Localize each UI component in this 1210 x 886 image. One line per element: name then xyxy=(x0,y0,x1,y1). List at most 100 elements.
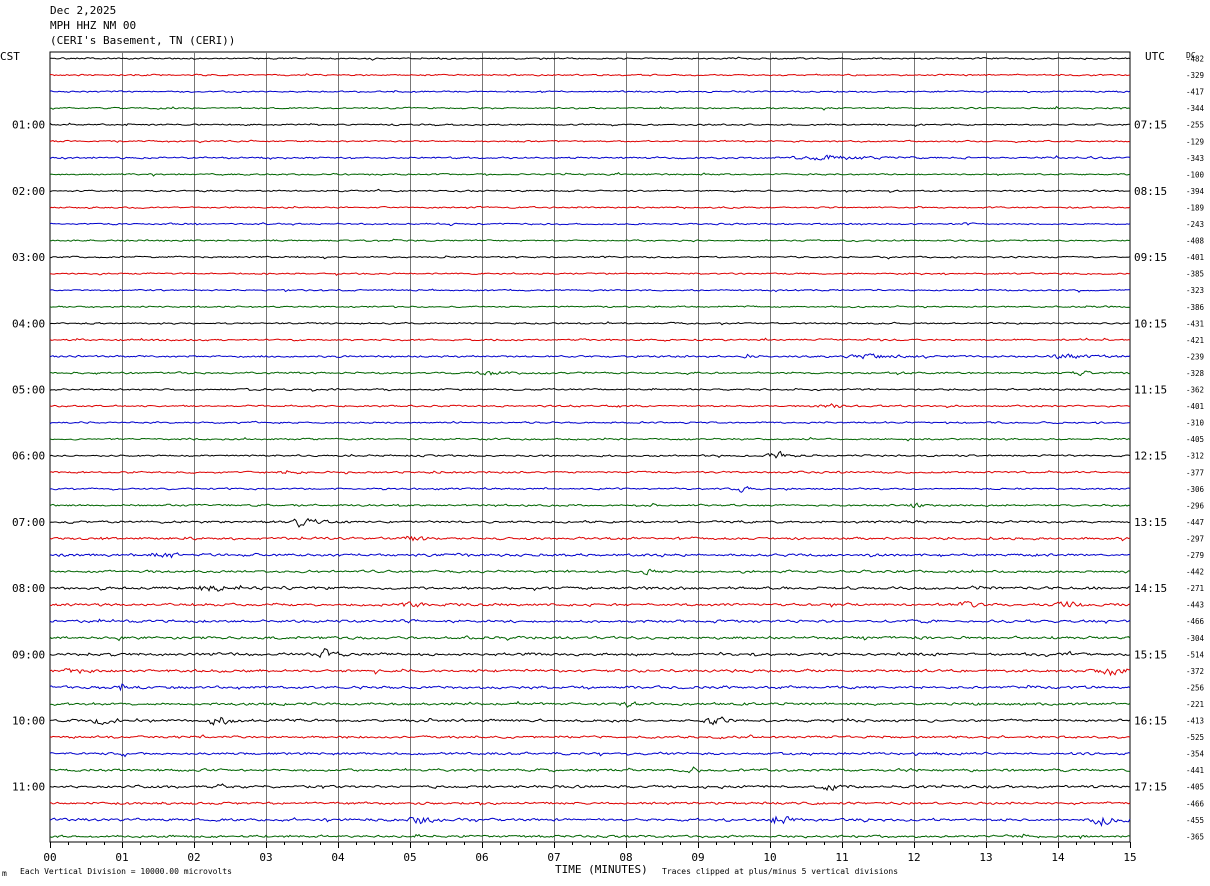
seismic-trace xyxy=(49,535,1131,542)
seismic-trace xyxy=(49,436,1131,442)
dc-offset-label: -401 xyxy=(1186,402,1204,411)
dc-offset-label: -239 xyxy=(1186,352,1204,361)
seismic-trace xyxy=(49,766,1131,774)
dc-offset-label: -271 xyxy=(1186,584,1204,593)
seismic-trace xyxy=(49,716,1131,726)
dc-offset-label: -466 xyxy=(1186,799,1205,808)
seismic-trace xyxy=(49,502,1131,509)
dc-offset-label: -466 xyxy=(1186,617,1205,626)
date-label: Dec 2,2025 xyxy=(50,4,117,17)
seismic-trace xyxy=(49,122,1131,127)
x-tick-label: 04 xyxy=(331,851,345,864)
right-timezone-label: UTC xyxy=(1145,50,1165,63)
dc-offset-label: -514 xyxy=(1186,650,1205,659)
dc-offset-label: -306 xyxy=(1186,485,1205,494)
scale-note: Each Vertical Division = 10000.00 microv… xyxy=(20,867,232,876)
seismic-trace xyxy=(50,238,1131,243)
clip-note: Traces clipped at plus/minus 5 vertical … xyxy=(662,867,899,876)
seismic-trace xyxy=(49,90,1131,94)
dc-offset-label: -442 xyxy=(1186,568,1204,577)
x-tick-label: 09 xyxy=(691,851,704,864)
dc-offset-label: -443 xyxy=(1186,601,1204,610)
x-tick-label: 00 xyxy=(43,851,56,864)
station-label: MPH HHZ NM 00 xyxy=(50,19,137,32)
x-tick-label: 10 xyxy=(763,851,776,864)
dc-offset-label: -255 xyxy=(1186,121,1204,130)
dc-offset-label: -394 xyxy=(1186,187,1205,196)
dc-offset-label: -297 xyxy=(1186,534,1204,543)
x-tick-label: 11 xyxy=(835,851,848,864)
seismic-trace xyxy=(49,205,1131,210)
seismic-trace xyxy=(49,801,1131,806)
seismic-trace xyxy=(49,486,1131,493)
utc-time-label: 11:15 xyxy=(1134,384,1167,397)
dc-offset-label: -405 xyxy=(1186,435,1204,444)
dc-offset-label: -256 xyxy=(1186,683,1205,692)
x-tick-label: 06 xyxy=(475,851,488,864)
utc-time-label: 15:15 xyxy=(1134,648,1167,661)
cst-time-label: 11:00 xyxy=(12,781,45,794)
seismic-trace xyxy=(49,172,1131,177)
utc-time-label: 14:15 xyxy=(1134,582,1167,595)
dc-offset-label: -413 xyxy=(1186,717,1204,726)
x-tick-label: 12 xyxy=(907,851,920,864)
seismic-trace xyxy=(49,668,1131,677)
seismic-trace xyxy=(49,469,1131,475)
cst-time-label: 01:00 xyxy=(12,119,45,132)
x-tick-label: 13 xyxy=(979,851,992,864)
cst-time-label: 03:00 xyxy=(12,251,45,264)
cst-time-label: 10:00 xyxy=(12,715,45,728)
dc-offset-label: -385 xyxy=(1186,270,1204,279)
seismic-trace xyxy=(50,370,1131,377)
utc-time-label: 09:15 xyxy=(1134,251,1167,264)
corner-mark: m xyxy=(2,869,7,878)
seismic-trace xyxy=(49,517,1131,528)
dc-offset-label: -243 xyxy=(1186,220,1204,229)
seismic-trace xyxy=(49,222,1131,227)
dc-offset-label: -296 xyxy=(1186,501,1205,510)
dc-offset-label: -386 xyxy=(1186,303,1205,312)
seismic-trace xyxy=(49,255,1131,260)
seismic-trace xyxy=(49,73,1131,77)
x-tick-label: 14 xyxy=(1051,851,1065,864)
dc-offset-label: -372 xyxy=(1186,667,1204,676)
x-tick-label: 15 xyxy=(1123,851,1136,864)
seismic-trace xyxy=(49,734,1131,740)
seismic-trace xyxy=(49,584,1131,592)
dc-offset-label: -328 xyxy=(1186,369,1205,378)
dc-offset-label: -354 xyxy=(1186,750,1205,759)
seismic-trace xyxy=(49,353,1131,360)
dc-offset-label: -312 xyxy=(1186,452,1204,461)
cst-time-label: 09:00 xyxy=(12,648,45,661)
seismic-trace xyxy=(49,337,1131,342)
dc-offset-label: -189 xyxy=(1186,203,1204,212)
seismic-trace xyxy=(49,648,1131,659)
seismic-trace xyxy=(49,288,1131,293)
left-timezone-label: CST xyxy=(0,50,20,63)
seismic-trace xyxy=(49,403,1131,409)
dc-offset-label: -421 xyxy=(1186,336,1204,345)
dc-offset-label: -329 xyxy=(1186,71,1204,80)
dc-offset-label: -447 xyxy=(1186,518,1204,527)
dc-offset-label: -310 xyxy=(1186,419,1205,428)
seismic-trace xyxy=(49,683,1131,692)
cst-time-label: 08:00 xyxy=(12,582,45,595)
dc-offset-label: -362 xyxy=(1186,386,1204,395)
dc-offset-label: -323 xyxy=(1186,286,1204,295)
dc-offset-label: -525 xyxy=(1186,733,1204,742)
x-tick-label: 02 xyxy=(187,851,200,864)
dc-offset-label: -417 xyxy=(1186,88,1204,97)
seismic-trace xyxy=(49,700,1131,708)
x-tick-label: 05 xyxy=(403,851,416,864)
seismic-trace xyxy=(49,154,1131,161)
x-tick-label: 01 xyxy=(115,851,128,864)
x-axis-title: TIME (MINUTES) xyxy=(555,863,648,876)
seismic-trace xyxy=(49,188,1131,193)
dc-offset-label: -100 xyxy=(1186,170,1205,179)
utc-time-label: 16:15 xyxy=(1134,715,1167,728)
utc-time-label: 12:15 xyxy=(1134,450,1167,463)
cst-time-label: 07:00 xyxy=(12,516,45,529)
dc-offset-label: -455 xyxy=(1186,816,1204,825)
seismic-trace xyxy=(49,618,1131,624)
seismic-trace xyxy=(49,450,1131,459)
